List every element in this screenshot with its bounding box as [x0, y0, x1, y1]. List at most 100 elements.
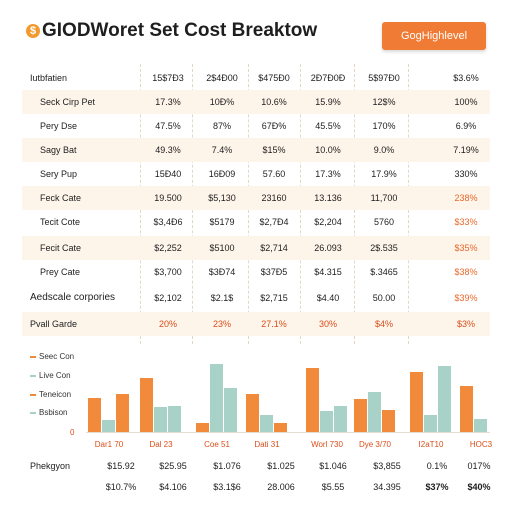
bar-chart: Seec Con Live Con Teneicon Bsbison	[0, 350, 512, 460]
table-cell: 50.00	[372, 293, 396, 303]
table-cell: $4%	[374, 319, 393, 329]
table-cell: 7.4%	[211, 145, 233, 155]
table-cell: 17.9%	[371, 169, 397, 179]
footer-cell: $25.95	[159, 461, 187, 471]
footer-cell: 28.006	[267, 482, 295, 492]
table-cell: 6.9%	[455, 121, 477, 131]
row-label: Pvall Garde	[30, 319, 78, 329]
table-cell: 20%	[158, 319, 177, 329]
table-cell: $3.6%	[453, 73, 479, 83]
row-label: Prey Cate	[40, 267, 81, 277]
table-cell: $3%	[456, 319, 475, 329]
row-label: Feck Cate	[40, 193, 82, 203]
x-axis-label: Worl 730	[311, 440, 343, 449]
row-label: Pery Dse	[40, 121, 78, 131]
table-cell: $2,7Ð4	[259, 217, 289, 227]
table-cell: $5179	[209, 217, 235, 227]
table-cell: 10.6%	[261, 97, 287, 107]
chart-bar	[382, 410, 395, 432]
chart-bar	[474, 419, 487, 432]
chart-bar	[260, 415, 273, 432]
table-cell: 19.500	[154, 193, 182, 203]
legend-swatch	[30, 374, 36, 377]
table-cell: $15%	[262, 145, 286, 155]
chart-bar	[306, 368, 319, 432]
chart-bar	[102, 420, 115, 432]
table-cell: 30%	[318, 319, 337, 329]
footer-cell: $15.92	[107, 461, 135, 471]
row-label: Iutbfatien	[30, 73, 68, 83]
table-cell: $475Ð0	[258, 73, 290, 83]
table-cell: 170%	[372, 121, 396, 131]
chart-bar	[460, 386, 473, 432]
table-row: Prey Cate $3,700 $3Ð74 $37Ð5 $4.315 $.3465 $38…	[22, 260, 490, 284]
table-cell: 17.3%	[155, 97, 181, 107]
table-cell: 100%	[454, 97, 478, 107]
table-cell: 13.136	[314, 193, 342, 203]
table-cell: $37Ð5	[260, 267, 288, 277]
table-row: Feck Cate 19.500 $5,130 23160 13.136 11,700 23…	[22, 186, 490, 210]
table-cell: $33%	[454, 217, 478, 227]
table-cell: $2,715	[260, 293, 288, 303]
table-cell: $2,252	[154, 243, 182, 253]
chart-bar	[88, 398, 101, 432]
x-axis-label: Dal 23	[149, 440, 173, 449]
table-row: Pery Dse 47.5% 87% 67Ð% 45.5% 170% 6.9%	[22, 114, 490, 138]
footer-cell: $40%	[467, 482, 491, 492]
footer-cell: 0.1%	[426, 461, 448, 471]
table-cell: 5$97Ð0	[368, 73, 400, 83]
row-label: Sery Pup	[40, 169, 78, 179]
footer-cell: 34.395	[373, 482, 401, 492]
legend-item: Teneicon	[30, 390, 71, 399]
footer-cell: $3,855	[373, 461, 401, 471]
table-cell: $4.315	[314, 267, 342, 277]
footer-label: Phekgyon	[30, 461, 71, 471]
table-cell: 87%	[212, 121, 231, 131]
table-cell: 2$4Ð00	[206, 73, 238, 83]
table-row: Aedscale corpories $2,102 $2.1$ $2,715 $4.40…	[22, 286, 490, 310]
legend-item: Bsbison	[30, 408, 67, 417]
table-row: Seck Cirp Pet 17.3% 10Ð% 10.6% 15.9% 12$% 100%	[22, 90, 490, 114]
table-cell: $38%	[454, 267, 478, 277]
legend-item: Seec Con	[30, 352, 74, 361]
row-label: Sagy Bat	[40, 145, 77, 155]
legend-swatch	[30, 393, 36, 396]
footer-cell: $5.55	[321, 482, 345, 492]
footer-cell: $1.025	[267, 461, 295, 471]
table-cell: $5,130	[208, 193, 236, 203]
row-label: Tecit Cote	[40, 217, 81, 227]
table-cell: 49.3%	[155, 145, 181, 155]
table-cell: $2,102	[154, 293, 182, 303]
table-cell: 15.9%	[315, 97, 341, 107]
chart-bar	[246, 394, 259, 432]
chart-baseline	[86, 432, 490, 433]
chart-bar	[210, 364, 223, 432]
table-cell: 15$7Ð3	[152, 73, 184, 83]
table-cell: $39%	[454, 293, 478, 303]
table-row: Sagy Bat 49.3% 7.4% $15% 10.0% 9.0% 7.19%	[22, 138, 490, 162]
table-cell: $3,4Ð6	[153, 217, 183, 227]
chart-bar	[154, 407, 167, 432]
table-row: Pvall Garde 20% 23% 27.1% 30% $4% $3%	[22, 312, 490, 336]
header: $ GIODWoret Set Cost Breaktow GogHighlev…	[0, 0, 512, 60]
table-cell: $3,700	[154, 267, 182, 277]
dollar-logo-icon: $	[26, 24, 40, 38]
table-cell: 17.3%	[315, 169, 341, 179]
legend-swatch	[30, 355, 36, 358]
table-cell: 2Ð7Ð0Ð	[310, 73, 346, 83]
footer-row: Phekgyon $15.92 $25.95 $1.076 $1.025 $1.046 $3…	[22, 455, 491, 477]
y-axis-tick: 0	[70, 428, 75, 437]
chart-bar	[424, 415, 437, 432]
footer-cell: $3.1$6	[213, 482, 241, 492]
legend-item: Live Con	[30, 371, 71, 380]
chart-bar	[140, 378, 153, 432]
footer-cell: $1.046	[319, 461, 347, 471]
chart-bar	[368, 392, 381, 432]
chart-bar	[274, 423, 287, 432]
chart-bar	[320, 411, 333, 432]
x-axis-label: Dye 3/70	[358, 440, 392, 449]
footer-cell: $10.7%	[105, 482, 137, 492]
table-cell: 238%	[454, 193, 478, 203]
x-axis-label: HOC3	[469, 440, 493, 449]
highlight-button[interactable]: GogHighlevel	[382, 22, 486, 50]
